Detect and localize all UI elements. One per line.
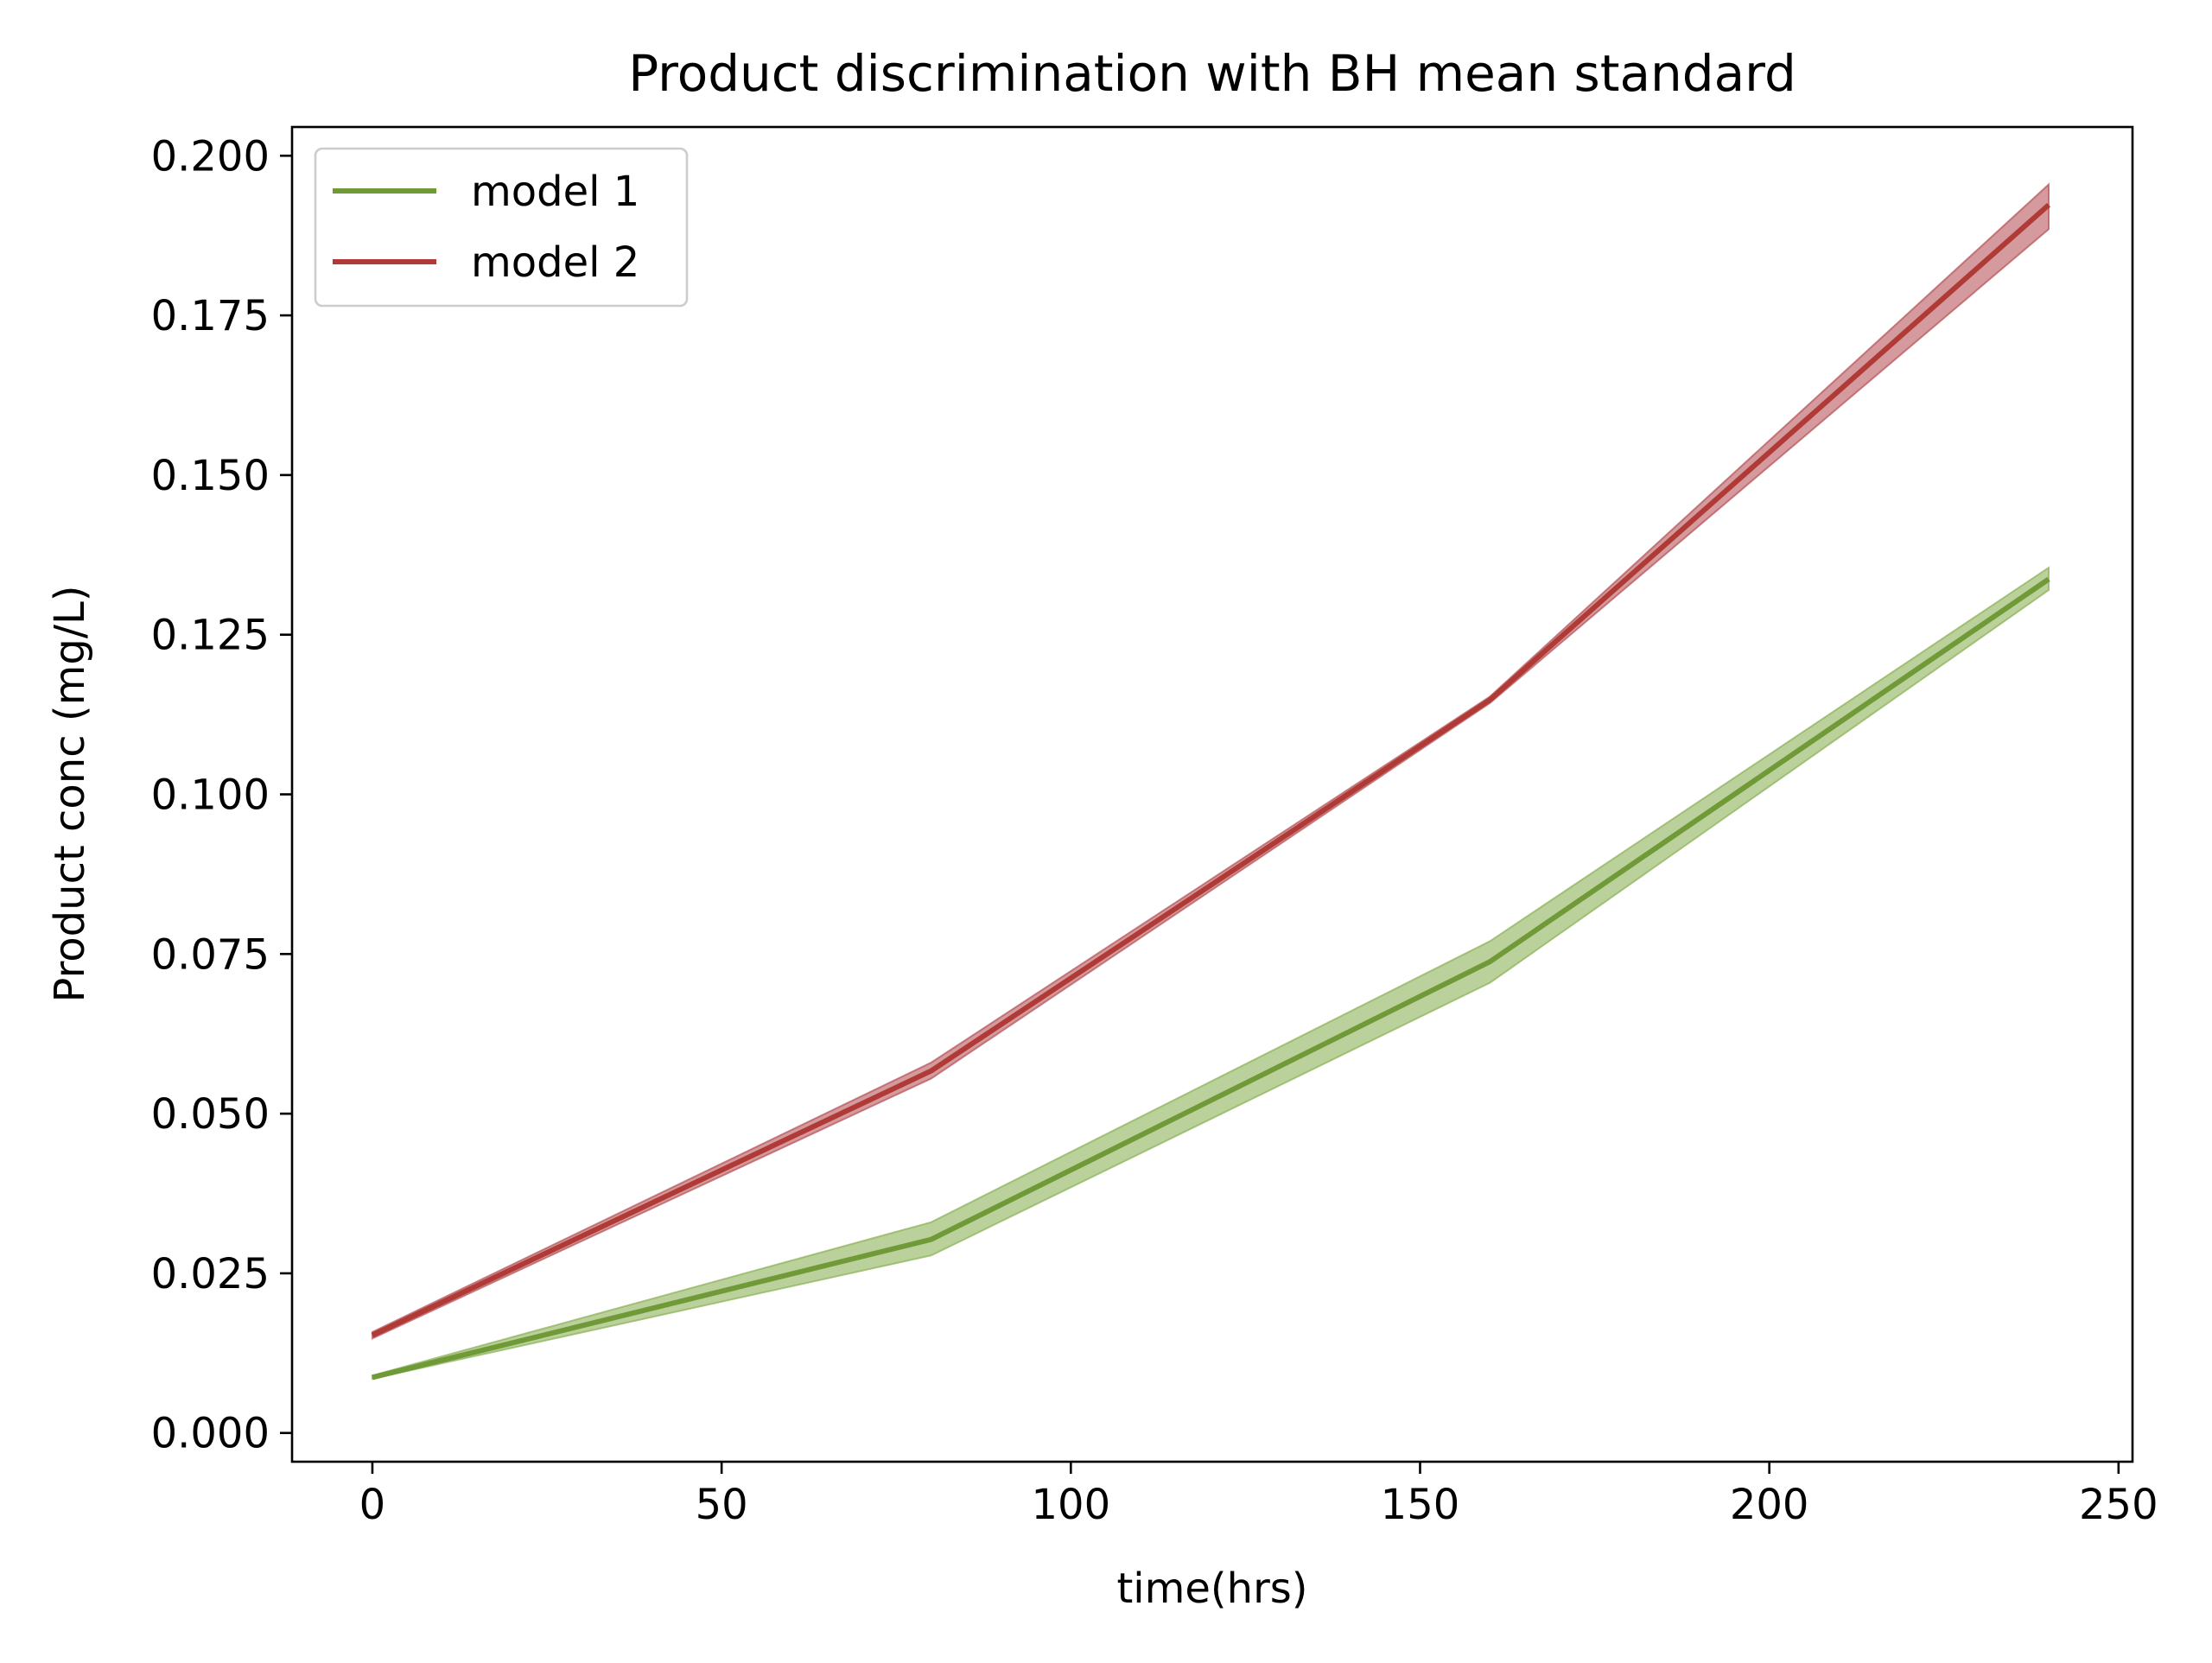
y-tick-label: 0.175 [151,292,270,340]
model-1-point [2048,579,2049,580]
y-tick-label: 0.025 [151,1250,270,1298]
y-tick-label: 0.100 [151,771,270,820]
legend-box [314,147,689,308]
y-tick-label: 0.200 [151,132,270,181]
x-axis-label: time(hrs) [1116,1565,1307,1613]
y-axis: 0.000 0.025 0.050 0.075 0.100 0.125 0.150 0.175… [151,132,292,1458]
model-2-point [2048,205,2049,206]
model-2-band [371,182,2050,1340]
model-1-band [371,566,2050,1381]
model-2-line [371,202,2050,1338]
y-tick-label: 0.075 [151,930,270,979]
model-1-legend-label: model 1 [471,168,639,216]
y-tick-label: 0.150 [151,452,270,500]
y-axis-label: Product conc (mg/L) [46,586,94,1003]
x-tick-label: 250 [2079,1481,2158,1529]
x-tick-label: 200 [1730,1481,1809,1529]
model-2-legend-label: model 2 [471,238,639,287]
x-tick-label: 150 [1381,1481,1460,1529]
x-tick-label: 100 [1031,1481,1110,1529]
series-lines [371,202,2050,1381]
x-tick-label: 50 [696,1481,748,1529]
y-tick-label: 0.000 [151,1410,270,1458]
x-axis: 0 50 100 150 200 250 [359,1462,2158,1529]
y-tick-label: 0.050 [151,1090,270,1139]
model-1-line [372,576,2050,1381]
legend-items: model 1 model 2 [333,168,639,287]
y-tick-label: 0.125 [151,612,270,660]
model-2-point [1490,700,1491,701]
chart-title: Product discrimination with BH mean stan… [628,44,1796,103]
x-tick-label: 0 [359,1481,386,1529]
legend: model 1 model 2 [314,147,689,308]
confidence-bands [371,182,2050,1381]
